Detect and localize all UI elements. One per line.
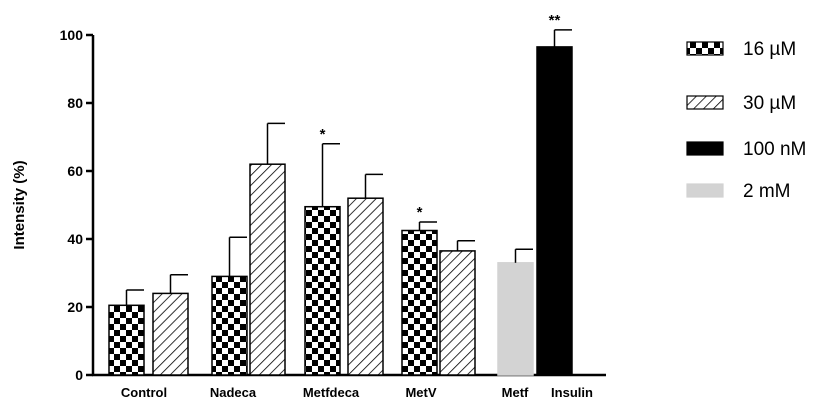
legend-swatch	[686, 183, 724, 198]
y-axis-title: Intensity (%)	[11, 160, 28, 249]
x-tick-label: Metfdeca	[303, 385, 360, 400]
significance-marker: *	[320, 126, 326, 143]
legend-label: 100 nM	[743, 139, 806, 160]
bar-metfdeca-30m	[347, 197, 384, 376]
x-tick-label: Metf	[502, 385, 529, 400]
y-tick-label: 100	[60, 27, 84, 43]
significance-marker: *	[417, 204, 423, 221]
bar-control-16m	[108, 304, 145, 376]
y-tick-label: 20	[67, 299, 83, 315]
x-tick-label: Insulin	[551, 385, 593, 400]
y-tick-label: 60	[67, 163, 83, 179]
x-tick-label: MetV	[405, 385, 436, 400]
legend-label: 30 µM	[743, 93, 796, 114]
legend-swatch	[686, 141, 724, 156]
x-tick-label: Control	[121, 385, 167, 400]
bar-metv-30m	[439, 250, 476, 376]
bar-nadeca-16m	[211, 275, 248, 376]
y-tick-label: 40	[67, 231, 83, 247]
bar-metfdeca-16m	[304, 205, 341, 376]
bars: ****	[108, 12, 573, 376]
y-tick-label: 80	[67, 95, 83, 111]
bar-metv-16m	[401, 229, 438, 376]
bar-control-30m	[152, 292, 189, 376]
legend: 16 µM 30 µM 100 nM 2 mM	[686, 39, 806, 202]
bar-insulin-100nm	[536, 46, 573, 376]
y-axis: 0 20 40 60 80 100	[60, 27, 95, 383]
legend-label: 16 µM	[743, 39, 796, 60]
legend-label: 2 mM	[743, 181, 791, 202]
bar-metf-2mm	[497, 262, 534, 376]
legend-swatch	[686, 95, 724, 110]
x-axis: Control Nadeca Metfdeca MetV Metf Insulin	[92, 373, 606, 400]
bar-nadeca-30m	[249, 163, 286, 376]
significance-marker: **	[549, 12, 561, 29]
legend-swatch	[686, 41, 724, 56]
x-tick-label: Nadeca	[210, 385, 257, 400]
y-tick-label: 0	[75, 367, 83, 383]
